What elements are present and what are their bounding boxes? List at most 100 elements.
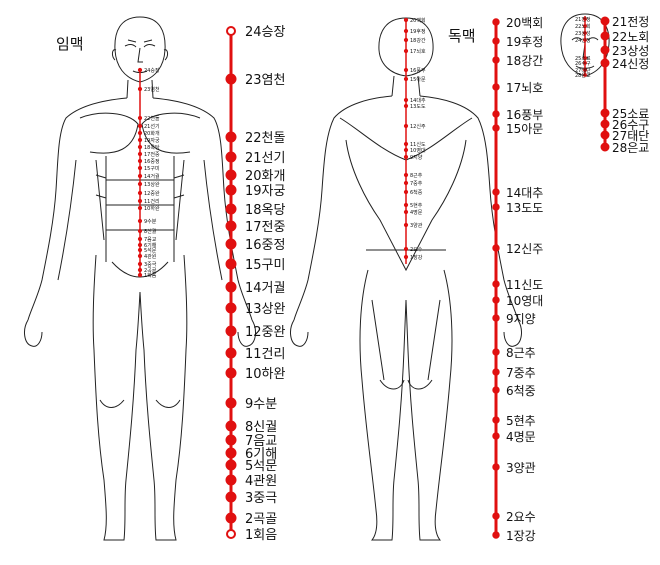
du-point-label: 11신도: [506, 278, 543, 292]
du-face-small-point-marker: [583, 17, 587, 21]
du-point-marker: [492, 188, 500, 196]
ren-point-marker: [225, 367, 237, 379]
ren-body-point-marker: [137, 228, 143, 234]
du-point-label: 6척중: [506, 384, 536, 398]
du-body-point-marker: [403, 141, 409, 147]
du-body-point-marker: [403, 48, 409, 54]
du-body-point-marker: [403, 67, 409, 73]
ren-body-point-marker: [137, 151, 143, 157]
ren-body-point-marker: [137, 267, 143, 273]
ren-point-marker: [225, 459, 237, 471]
du-point-marker: [492, 244, 500, 252]
ren-body-point-label: 8신궐: [144, 228, 157, 235]
ren-title: 임맥: [56, 35, 84, 53]
ren-body-point-label: 10하완: [144, 205, 160, 212]
ren-body-point-label: 20화개: [144, 130, 160, 137]
ren-body-point-marker: [137, 247, 143, 253]
ren-body-point-label: 17전중: [144, 151, 160, 158]
du-face-small-point-marker: [583, 56, 587, 60]
du-face-point-label: 28은교: [612, 141, 649, 155]
ren-point-label: 21선기: [245, 151, 285, 166]
ren-point-marker: [225, 491, 237, 503]
ren-body-point-marker: [137, 205, 143, 211]
ren-body-point-label: 24승장: [144, 67, 160, 74]
ren-point-label: 19자궁: [245, 184, 286, 199]
du-face-small-point-label: 25소료: [575, 56, 591, 62]
du-point-marker: [492, 531, 500, 539]
du-point-label: 9지양: [506, 312, 536, 326]
ren-body-point-label: 4관원: [144, 253, 157, 260]
du-face-point-label: 27태단: [612, 129, 649, 143]
du-body-point-label: 19후정: [410, 28, 426, 35]
du-body-point-label: 10영대: [410, 147, 426, 154]
du-face-small-point-marker: [583, 61, 587, 65]
ren-point-marker: [225, 347, 237, 359]
du-point-label: 17뇌호: [506, 81, 543, 95]
du-face-point-label: 22노회: [612, 30, 649, 44]
du-point-label: 1장강: [506, 529, 536, 543]
ren-point-label: 23염천: [245, 73, 285, 88]
du-body-point-label: 12신주: [410, 123, 426, 130]
du-body-point-label: 14대추: [410, 97, 426, 104]
ren-body-point-marker: [137, 144, 143, 150]
du-face-point-label: 26수구: [612, 118, 649, 132]
du-body-point-label: 9지양: [410, 154, 423, 161]
du-face-small-point-label: 23상성: [575, 30, 591, 37]
du-body-point-label: 1장강: [410, 254, 423, 261]
ren-point-marker: [225, 447, 237, 459]
du-point-label: 2요수: [506, 510, 536, 524]
du-point-marker: [492, 416, 500, 424]
ren-body-point-marker: [137, 165, 143, 171]
ren-point-label: 22천돌: [245, 131, 286, 146]
ren-body-point-label: 6기해: [144, 242, 157, 249]
du-point-label: 14대추: [506, 186, 543, 200]
ren-body-point-label: 21선기: [144, 123, 160, 130]
ren-body-point-label: 23염천: [144, 86, 160, 93]
ren-body-point-label: 16중정: [144, 158, 160, 165]
du-body-point-marker: [403, 37, 409, 43]
du-point-marker: [492, 37, 500, 45]
du-point-marker: [492, 368, 500, 376]
ren-point-marker: [226, 26, 236, 36]
du-body-point-marker: [403, 209, 409, 215]
ren-body-point-marker: [137, 67, 143, 73]
ren-body-point-label: 5석문: [144, 247, 157, 254]
ren-body-point-marker: [137, 173, 143, 179]
du-body-point-label: 7중추: [410, 181, 423, 187]
du-face-point-label: 23상성: [612, 44, 649, 58]
du-face-point-marker: [600, 142, 610, 152]
ren-body-point-label: 11건리: [144, 198, 160, 205]
ren-body-point-label: 1회음: [144, 272, 157, 279]
ren-body-point-label: 12중완: [144, 190, 160, 197]
ren-point-label: 4관원: [245, 474, 277, 489]
ren-body-point-marker: [137, 242, 143, 248]
du-face-small-point-label: 26수구: [575, 61, 591, 67]
ren-point-marker: [225, 151, 237, 163]
ren-body-point-label: 15구미: [144, 165, 160, 172]
du-face-point-marker: [600, 119, 610, 129]
du-face-point-label: 24신정: [612, 57, 649, 71]
du-face-point-label: 21전정: [612, 15, 649, 29]
du-body-point-marker: [403, 254, 409, 260]
du-face-point-marker: [600, 31, 610, 41]
du-body-point-marker: [403, 202, 409, 208]
ren-point-label: 18옥당: [245, 203, 286, 218]
ren-body-point-label: 19자궁: [144, 137, 160, 144]
ren-point-marker: [226, 529, 236, 539]
ren-point-label: 7음교: [245, 434, 277, 449]
ren-body-point-marker: [137, 123, 143, 129]
du-point-marker: [492, 296, 500, 304]
ren-point-label: 6기해: [245, 447, 277, 462]
du-point-label: 13도도: [506, 201, 543, 215]
du-body-point-label: 18강간: [410, 37, 426, 44]
du-face-small-point-marker: [583, 38, 587, 42]
ren-point-label: 14거궐: [245, 281, 285, 296]
ren-point-label: 13상완: [245, 302, 286, 317]
ren-point-marker: [225, 184, 237, 196]
du-point-marker: [492, 512, 500, 520]
du-face-point-marker: [600, 58, 610, 68]
ren-point-marker: [225, 258, 237, 270]
du-point-marker: [492, 124, 500, 132]
du-body-point-label: 20백회: [410, 17, 426, 24]
du-face-small-point-marker: [583, 24, 587, 28]
